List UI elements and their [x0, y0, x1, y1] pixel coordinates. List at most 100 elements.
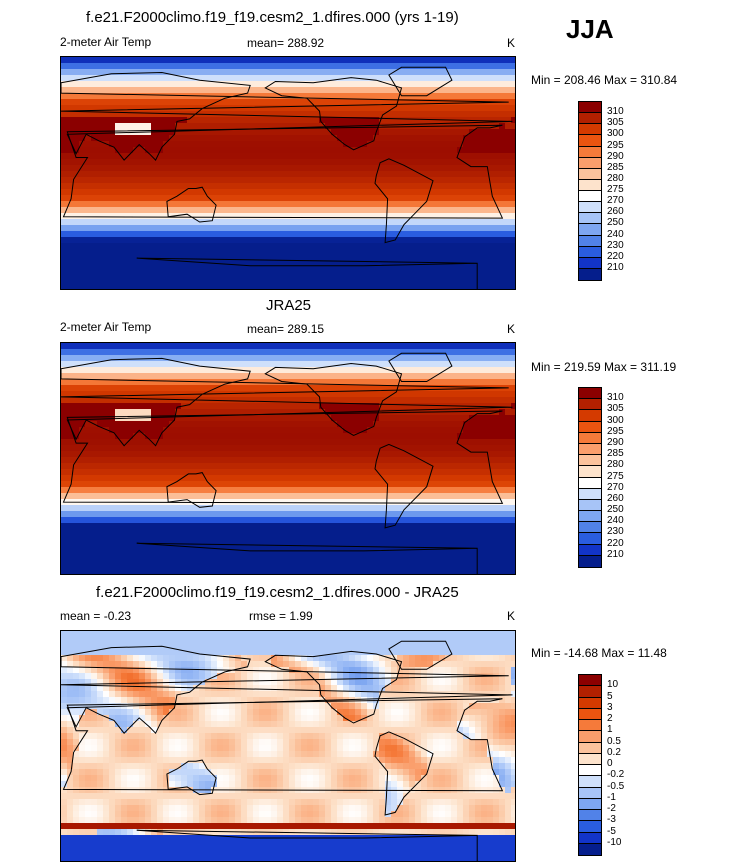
colorbar-tick-label: -3 [607, 814, 616, 826]
colorbar-swatch [579, 742, 601, 754]
colorbar-swatch [579, 257, 601, 269]
colorbar-tick-label: 230 [607, 239, 624, 251]
colorbar-swatch [579, 168, 601, 180]
colorbar-swatch [579, 224, 601, 236]
coastline [136, 542, 478, 574]
colorbar-swatch [579, 708, 601, 720]
panel-1-title: f.e21.F2000climo.f19_f19.cesm2_1.dfires.… [86, 9, 459, 26]
coastline [61, 71, 513, 161]
colorbar-tick-label: 2 [607, 713, 613, 724]
colorbar-tick-label: 305 [607, 403, 624, 415]
colorbar-tick-label: 280 [607, 459, 624, 471]
colorbar-tick-label: 275 [607, 184, 624, 195]
colorbar-swatch [579, 113, 601, 125]
colorbar-tick-label: -1 [607, 791, 616, 803]
colorbar-tick-label: 310 [607, 392, 624, 404]
colorbar-tick-label: 300 [607, 128, 624, 140]
colorbar-tick-label: 295 [607, 425, 624, 437]
colorbar-swatch [579, 488, 601, 500]
coastline [136, 257, 478, 289]
colorbar-swatch [579, 146, 601, 158]
colorbar-swatch [579, 697, 601, 709]
colorbar-tick-label: 260 [607, 492, 624, 504]
colorbar-tick-label: 310 [607, 106, 624, 118]
panel-3-colorbar [578, 674, 602, 856]
colorbar-tick-label: 3 [607, 701, 613, 713]
colorbar-tick-label: 270 [607, 481, 624, 493]
coastline [388, 66, 453, 97]
colorbar-swatch [579, 466, 601, 478]
colorbar-swatch [579, 179, 601, 191]
colorbar-swatch [579, 432, 601, 444]
colorbar-tick-label: 300 [607, 414, 624, 426]
colorbar-swatch [579, 753, 601, 765]
colorbar-tick-label: 285 [607, 448, 624, 460]
colorbar-swatch [579, 246, 601, 258]
panel-2-minmax-label: Min = 219.59 Max = 311.19 [531, 360, 677, 374]
colorbar-swatch [579, 810, 601, 822]
colorbar-swatch [579, 443, 601, 456]
panel-3-minmax-label: Min = -14.68 Max = 11.48 [531, 646, 667, 660]
colorbar-tick-label: 260 [607, 206, 624, 218]
colorbar-swatch [579, 555, 601, 567]
colorbar-swatch [579, 421, 601, 433]
colorbar-tick-label: -0.5 [607, 780, 625, 792]
colorbar-tick-label: 10 [607, 679, 619, 691]
colorbar-tick-label: 0 [607, 758, 613, 769]
colorbar-tick-label: 290 [607, 150, 624, 162]
colorbar-swatch [579, 522, 601, 534]
panel-2-field [61, 343, 515, 574]
colorbar-tick-label: 250 [607, 217, 624, 229]
colorbar-tick-label: 240 [607, 228, 624, 240]
colorbar-swatch [579, 776, 601, 788]
panel-3-rmse-label: rmse = 1.99 [249, 609, 313, 623]
colorbar-swatch [579, 731, 601, 743]
coastline [374, 158, 434, 244]
panel-1-variable-label: 2-meter Air Temp [60, 35, 152, 49]
colorbar-swatch [579, 832, 601, 844]
colorbar-tick-label: 290 [607, 436, 624, 448]
colorbar-swatch [579, 399, 601, 411]
coastline [61, 357, 513, 447]
coastline [374, 443, 434, 529]
season-label: JJA [566, 14, 614, 44]
colorbar-swatch [579, 686, 601, 698]
panel-1-colorbar [578, 101, 602, 281]
panel-3-map [60, 630, 516, 862]
colorbar-tick-label: -5 [607, 825, 616, 837]
coastline [166, 472, 217, 508]
colorbar-tick-label: 280 [607, 172, 624, 184]
panel-3-field [61, 631, 515, 861]
coastline [374, 731, 434, 816]
colorbar-swatch [579, 213, 601, 225]
colorbar-tick-label: 250 [607, 504, 624, 516]
panel-3-title: f.e21.F2000climo.f19_f19.cesm2_1.dfires.… [96, 584, 459, 601]
colorbar-swatch [579, 533, 601, 545]
colorbar-swatch [579, 102, 601, 114]
colorbar-swatch [579, 202, 601, 214]
colorbar-tick-label: -2 [607, 803, 616, 814]
colorbar-tick-label: 305 [607, 117, 624, 129]
panel-2-mean-label: mean= 289.15 [247, 322, 325, 336]
coastline [264, 77, 403, 151]
colorbar-tick-label: -10 [607, 836, 622, 848]
colorbar-tick-label: 275 [607, 470, 624, 482]
colorbar-swatch [579, 235, 601, 247]
colorbar-tick-label: 220 [607, 537, 624, 549]
colorbar-tick-label: 270 [607, 195, 624, 207]
coastline [264, 362, 403, 436]
colorbar-swatch [579, 843, 601, 855]
colorbar-swatch [579, 499, 601, 512]
panel-1-field [61, 57, 515, 289]
colorbar-tick-label: 295 [607, 139, 624, 151]
panel-2-colorbar [578, 387, 602, 568]
coastline [388, 352, 453, 382]
panel-3-mean-label: mean = -0.23 [60, 609, 132, 623]
colorbar-swatch [579, 765, 601, 777]
coastline [264, 650, 403, 724]
colorbar-swatch [579, 787, 601, 799]
colorbar-swatch [579, 798, 601, 810]
colorbar-swatch [579, 191, 601, 203]
colorbar-tick-label: 5 [607, 690, 613, 702]
coastline [61, 645, 513, 735]
